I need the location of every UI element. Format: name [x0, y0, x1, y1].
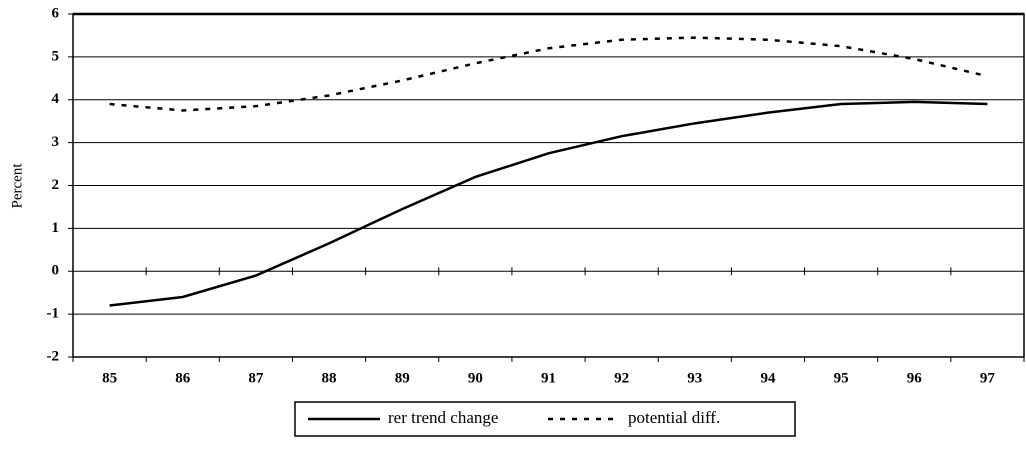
x-tick-label: 85 — [102, 370, 117, 386]
y-tick-label: 2 — [52, 177, 60, 193]
x-tick-label: 87 — [248, 370, 264, 386]
y-axis-label: Percent — [9, 163, 25, 209]
x-tick-label: 95 — [834, 370, 849, 386]
x-tick-label: 91 — [541, 370, 556, 386]
y-tick-label: 6 — [52, 5, 60, 21]
legend-label: rer trend change — [388, 408, 498, 427]
legend: rer trend change potential diff. — [294, 401, 796, 437]
x-tick-label: 89 — [395, 370, 410, 386]
y-tick-label: 0 — [52, 263, 60, 279]
series-line — [109, 36, 988, 112]
y-tick-label: 3 — [52, 134, 60, 150]
y-tick-label: -2 — [47, 348, 60, 364]
x-tick-label: 88 — [322, 370, 337, 386]
legend-label: potential diff. — [628, 408, 720, 427]
y-tick-label: 5 — [52, 48, 60, 64]
y-tick-label: 1 — [52, 220, 60, 236]
x-tick-label: 93 — [687, 370, 702, 386]
x-tick-label: 90 — [468, 370, 483, 386]
x-tick-label: 94 — [760, 370, 776, 386]
series-line — [109, 100, 988, 307]
y-tick-label: 4 — [52, 91, 60, 107]
x-tick-label: 97 — [980, 370, 996, 386]
x-tick-label: 86 — [175, 370, 191, 386]
x-tick-label: 96 — [907, 370, 923, 386]
x-tick-label: 92 — [614, 370, 629, 386]
y-tick-label: -1 — [47, 306, 60, 322]
